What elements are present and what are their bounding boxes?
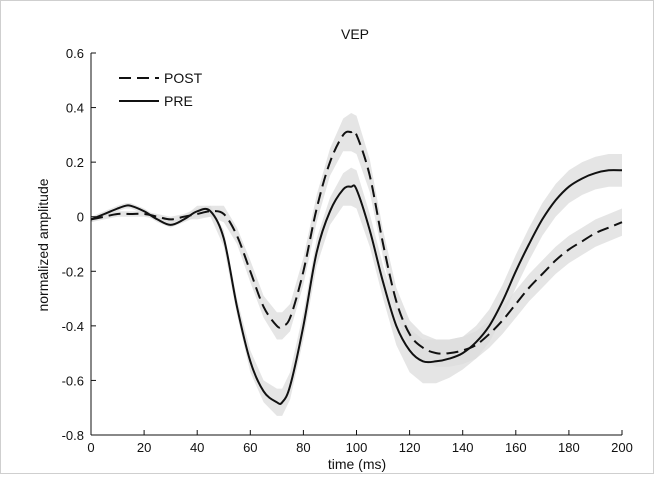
x-tick-label: 40: [190, 440, 204, 455]
y-tick-label: -0.4: [62, 319, 84, 334]
axes: 0 20 40 60 80 100 120 140 160 180 200 -0.8 -0.6 -0.4 -…: [62, 46, 633, 455]
chart-title: VEP: [341, 26, 369, 42]
x-tick-label: 140: [452, 440, 474, 455]
x-tick-label: 60: [243, 440, 257, 455]
x-tick-label: 180: [558, 440, 580, 455]
y-tick-label: 0.6: [66, 46, 84, 61]
legend: POST PRE: [119, 70, 203, 109]
x-tick-label: 100: [346, 440, 368, 455]
band-pre: [91, 154, 622, 416]
legend-label-post: POST: [164, 70, 203, 86]
series-line-post: [90, 129, 623, 355]
x-tick-label: 20: [137, 440, 151, 455]
y-tick-label: -0.6: [62, 373, 84, 388]
y-axis-label: normalized amplitude: [35, 178, 51, 311]
y-tick-label: -0.8: [62, 428, 84, 443]
x-tick-label: 200: [611, 440, 633, 455]
band-post: [91, 113, 622, 367]
series-line-pre: [90, 169, 623, 405]
x-tick-label: 160: [505, 440, 527, 455]
confidence-bands: [91, 113, 622, 416]
x-tick-label: 120: [399, 440, 421, 455]
series-lines: [90, 129, 623, 405]
y-tick-label: -0.2: [62, 264, 84, 279]
x-axis-label: time (ms): [328, 456, 386, 472]
y-tick-label: 0.4: [66, 101, 84, 116]
y-tick-label: 0.2: [66, 155, 84, 170]
y-tick-label: 0: [77, 210, 84, 225]
x-tick-label: 80: [296, 440, 310, 455]
x-tick-label: 0: [87, 440, 94, 455]
legend-label-pre: PRE: [164, 93, 193, 109]
